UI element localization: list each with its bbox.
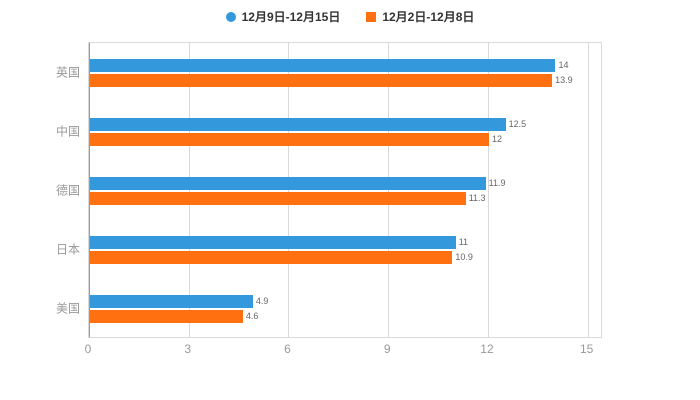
x-tick-label-6: 6 (284, 342, 291, 356)
category-label-英国: 英国 (55, 65, 80, 80)
chart-legend: 12月9日-12月15日 12月2日-12月8日 (0, 8, 700, 25)
bar-value-label: 4.6 (245, 311, 259, 322)
bar-英国-series-0[interactable] (90, 58, 556, 72)
bar-中国-series-0[interactable] (90, 117, 506, 131)
x-tick-label-0: 0 (84, 342, 92, 356)
bar-美国-series-0[interactable] (90, 295, 253, 309)
bar-value-label: 14 (558, 59, 569, 70)
y-axis-line (89, 43, 90, 337)
x-axis-tick-labels: 0 3 6 9 12 15 (84, 342, 602, 358)
category-label-德国: 德国 (55, 183, 80, 198)
category-label-中国: 中国 (55, 124, 80, 139)
gridline-x-15 (587, 43, 589, 337)
bar-value-label: 11.3 (468, 193, 486, 203)
bar-日本-series-1[interactable] (90, 251, 453, 265)
bar-美国-series-1[interactable] (90, 310, 243, 324)
x-tick-label-15: 15 (580, 342, 594, 356)
category-label-美国: 美国 (55, 301, 80, 316)
bar-value-label: 12 (491, 133, 502, 144)
gridline-x-9 (388, 43, 390, 337)
bar-中国-series-1[interactable] (90, 132, 489, 146)
gridline-x-12 (487, 43, 489, 337)
legend-item-1[interactable]: 12月2日-12月8日 (366, 8, 474, 25)
category-label-日本: 日本 (55, 242, 80, 257)
bar-日本-series-0[interactable] (90, 236, 456, 250)
bar-英国-series-1[interactable] (90, 73, 553, 87)
bar-value-label: 10.9 (455, 252, 473, 263)
plot-area: 14 13.9 12.5 12 11.9 11.3 11 10.9 4.9 4.6 (88, 42, 602, 338)
bar-德国-series-1[interactable] (90, 192, 466, 205)
bar-value-label: 11.9 (488, 178, 506, 188)
legend-item-0[interactable]: 12月9日-12月15日 (225, 8, 341, 25)
legend-swatch-circle-icon (225, 11, 236, 22)
legend-label: 12月9日-12月15日 (241, 10, 341, 24)
x-tick-label-12: 12 (480, 342, 494, 356)
bar-value-label: 13.9 (555, 74, 573, 85)
x-tick-label-3: 3 (184, 342, 192, 356)
bar-value-label: 4.9 (255, 296, 269, 307)
bar-value-label: 11 (458, 237, 469, 248)
x-tick-label-9: 9 (383, 342, 391, 356)
y-axis-category-labels: 英国中国德国日本美国 (0, 42, 80, 338)
legend-label: 12月2日-12月8日 (382, 10, 475, 24)
bar-德国-series-0[interactable] (90, 177, 486, 190)
legend-swatch-square-icon (366, 11, 377, 22)
gridline-x-3 (188, 43, 190, 337)
bar-value-label: 12.5 (508, 118, 527, 129)
gridline-x-6 (288, 43, 290, 337)
